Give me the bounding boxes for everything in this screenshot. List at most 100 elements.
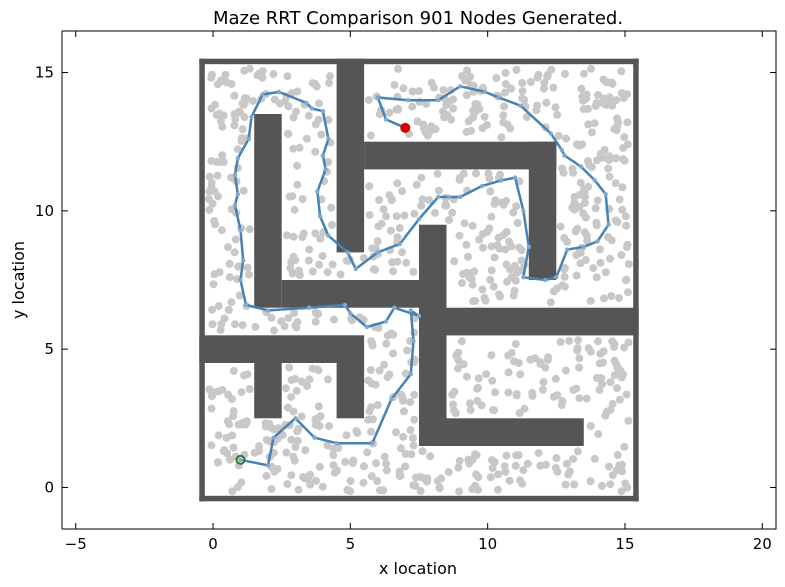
tree-node — [489, 282, 498, 291]
tree-node — [617, 250, 626, 259]
tree-node — [311, 147, 320, 156]
tree-node — [570, 192, 579, 201]
tree-node — [512, 390, 521, 398]
tree-node — [455, 456, 464, 465]
tree-node — [364, 95, 373, 104]
tree-node — [621, 479, 630, 488]
path-vertex — [235, 156, 240, 161]
path-vertex — [562, 153, 567, 158]
tree-node — [445, 216, 453, 224]
tree-node — [463, 66, 471, 75]
tree-node — [506, 265, 514, 274]
tree-node — [590, 454, 599, 463]
path-vertex — [383, 319, 389, 324]
tree-node — [394, 64, 402, 73]
tree-node — [359, 478, 368, 487]
tree-node — [500, 462, 509, 471]
path-vertex — [232, 203, 238, 208]
tree-node — [299, 229, 308, 238]
tree-node — [482, 370, 491, 379]
tree-node — [544, 353, 553, 362]
tree-node — [403, 346, 412, 355]
tree-node — [615, 395, 624, 404]
tree-node — [330, 315, 338, 324]
tree-node — [417, 201, 426, 210]
tree-node — [411, 481, 420, 490]
tree-node — [366, 366, 375, 375]
tree-node — [622, 221, 631, 230]
tree-node — [208, 320, 217, 329]
tree-node — [556, 338, 565, 346]
tree-node — [314, 115, 323, 124]
path-vertex — [543, 277, 548, 283]
x-tick-label: 0 — [208, 535, 218, 553]
tree-node — [218, 385, 227, 394]
tree-node — [239, 186, 248, 195]
tree-node — [579, 105, 588, 114]
tree-node — [561, 480, 570, 489]
tree-node — [328, 260, 337, 269]
tree-node — [253, 71, 262, 80]
tree-node — [622, 275, 631, 284]
tree-node — [588, 128, 596, 137]
tree-node — [450, 257, 459, 266]
tree-node — [561, 69, 569, 78]
tree-node — [575, 363, 584, 372]
tree-node — [242, 418, 251, 427]
tree-node — [288, 192, 297, 201]
tree-node — [455, 175, 464, 184]
tree-node — [616, 366, 625, 375]
tree-node — [293, 318, 302, 327]
tree-node — [230, 91, 239, 100]
tree-node — [293, 427, 302, 436]
tree-node — [500, 102, 509, 111]
tree-node — [618, 205, 627, 214]
tree-node — [536, 359, 545, 368]
tree-node — [366, 131, 375, 140]
tree-node — [218, 77, 227, 86]
tree-node — [513, 268, 522, 277]
tree-node — [488, 464, 497, 472]
tree-node — [610, 371, 619, 380]
tree-node — [289, 113, 298, 122]
tree-node — [219, 111, 228, 120]
path-vertex — [581, 244, 586, 249]
tree-node — [414, 87, 423, 96]
path-vertex — [521, 208, 526, 213]
tree-node — [294, 485, 303, 494]
path-vertex — [238, 457, 243, 462]
tree-node — [224, 243, 232, 252]
tree-node — [605, 462, 613, 471]
tree-node — [502, 196, 511, 205]
x-axis: −5 0 5 10 15 20 — [65, 31, 772, 553]
tree-node — [518, 87, 527, 96]
tree-node — [516, 370, 525, 379]
tree-node — [245, 225, 254, 234]
maze-wall — [633, 58, 639, 502]
tree-node — [593, 374, 601, 382]
tree-node — [408, 87, 417, 96]
maze-wall — [336, 58, 365, 253]
tree-node — [602, 96, 611, 105]
tree-node — [389, 267, 398, 276]
path-vertex — [408, 371, 413, 377]
path-vertex — [592, 178, 597, 183]
tree-node — [431, 208, 439, 217]
tree-node — [295, 143, 304, 152]
tree-node — [284, 130, 293, 138]
tree-node — [267, 313, 276, 322]
tree-node — [211, 220, 220, 229]
tree-node — [289, 232, 298, 241]
tree-node — [509, 208, 518, 217]
tree-node — [215, 268, 224, 277]
path-vertex — [559, 147, 564, 153]
tree-node — [306, 480, 315, 489]
tree-node — [528, 391, 537, 400]
tree-node — [305, 375, 314, 384]
tree-node — [382, 212, 391, 221]
tree-node — [261, 419, 270, 428]
tree-node — [426, 452, 435, 461]
tree-node — [240, 113, 249, 122]
tree-node — [425, 196, 434, 204]
tree-node — [489, 406, 498, 414]
